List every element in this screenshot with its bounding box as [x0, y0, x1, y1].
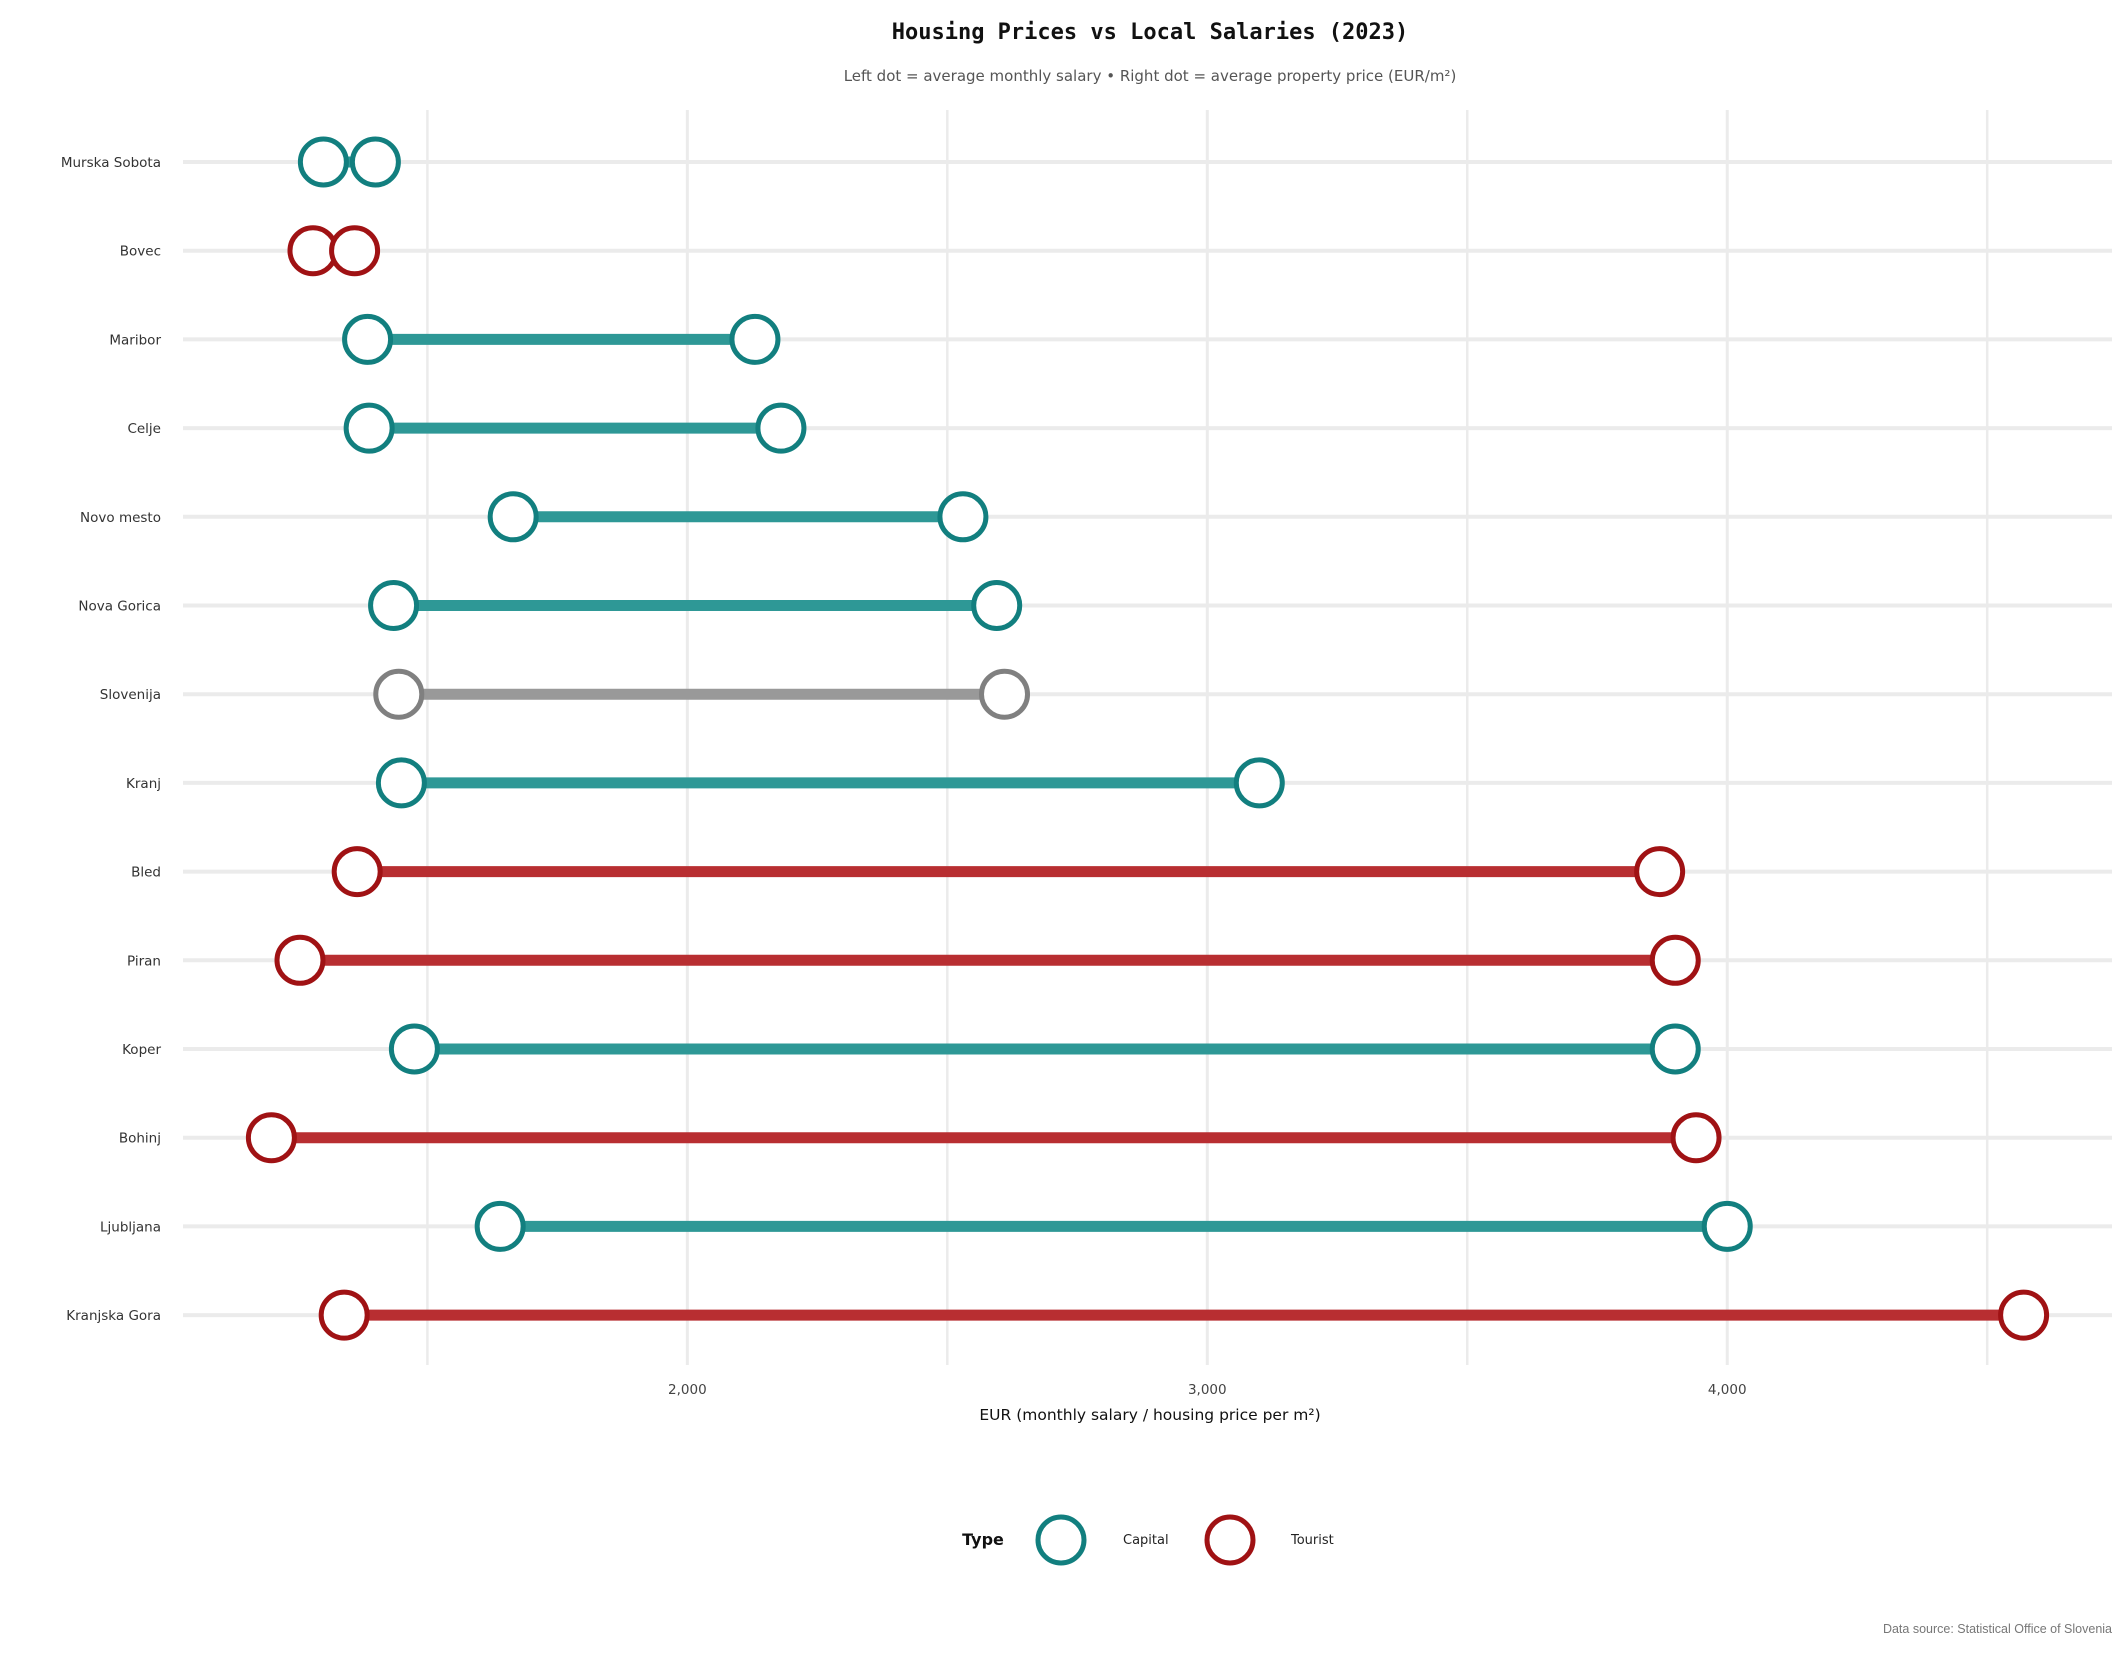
legend-title: Type: [962, 1530, 1004, 1549]
x-tick-label: 2,000: [668, 1382, 707, 1398]
dumbbell-kranjska-gora: [318, 1289, 2050, 1341]
price-point: [937, 491, 989, 543]
salary-point: [245, 1112, 297, 1164]
data-layer: [245, 136, 2050, 1341]
price-point: [979, 668, 1031, 720]
price-point: [971, 580, 1023, 631]
dumbbell-slovenija: [373, 668, 1031, 720]
dumbbell-novo-mesto: [487, 491, 989, 543]
dumbbell-piran: [274, 934, 1701, 986]
x-axis-label: EUR (monthly salary / housing price per …: [979, 1406, 1320, 1424]
y-tick-label: Celje: [127, 421, 161, 437]
y-tick-label: Ljubljana: [100, 1219, 161, 1235]
price-point: [1670, 1112, 1722, 1164]
salary-point: [274, 934, 326, 986]
salary-point: [342, 313, 394, 365]
y-tick-label: Novo mesto: [80, 510, 161, 526]
price-point: [1634, 846, 1686, 898]
grid-layer: [183, 110, 2112, 1365]
chart-title: Housing Prices vs Local Salaries (2023): [892, 20, 1409, 45]
y-tick-label: Murska Sobota: [61, 155, 161, 171]
price-point: [1649, 1023, 1701, 1075]
dumbbell-kranj: [375, 757, 1285, 809]
price-point: [1701, 1200, 1753, 1252]
dumbbell-murska-sobota: [297, 136, 401, 188]
legend: Type Capital Tourist: [962, 1514, 1334, 1566]
y-tick-label: Kranjska Gora: [66, 1308, 161, 1324]
y-tick-label: Bled: [131, 865, 161, 881]
price-point: [329, 225, 381, 277]
salary-point: [343, 402, 395, 454]
y-tick-label: Slovenija: [100, 687, 161, 703]
salary-point: [375, 757, 427, 809]
salary-point: [373, 668, 425, 720]
price-point: [1649, 934, 1701, 986]
y-tick-label: Kranj: [126, 776, 161, 792]
legend-key-tourist: [1204, 1514, 1256, 1566]
salary-point: [318, 1289, 370, 1341]
legend-key-capital: [1035, 1514, 1087, 1566]
dumbbell-ljubljana: [474, 1200, 1753, 1252]
legend-label-tourist: Tourist: [1290, 1533, 1334, 1548]
y-tick-label: Piran: [127, 953, 161, 969]
chart-subtitle: Left dot = average monthly salary • Righ…: [844, 67, 1457, 85]
salary-point: [297, 136, 349, 188]
salary-point: [474, 1200, 526, 1252]
salary-point: [368, 580, 420, 631]
dumbbell-maribor: [342, 313, 781, 365]
price-point: [1233, 757, 1285, 809]
y-tick-label: Nova Gorica: [78, 599, 161, 615]
caption: Data source: Statistical Office of Slove…: [1883, 1622, 2112, 1636]
legend-label-capital: Capital: [1123, 1533, 1169, 1548]
x-tick-label: 4,000: [1708, 1382, 1747, 1398]
price-point: [349, 136, 401, 188]
x-tick-label: 3,000: [1188, 1382, 1227, 1398]
dumbbell-koper: [388, 1023, 1701, 1075]
axis-layer: Murska Sobota Bovec Maribor Celje Novo mesto…: [61, 155, 1747, 1398]
salary-point: [388, 1023, 440, 1075]
dumbbell-bovec: [287, 225, 381, 277]
price-point: [755, 402, 807, 454]
dumbbell-bled: [331, 846, 1686, 898]
dumbbell-nova-gorica: [368, 580, 1023, 631]
price-point: [1998, 1289, 2050, 1341]
salary-point: [487, 491, 539, 543]
salary-point: [331, 846, 383, 898]
y-tick-label: Koper: [122, 1042, 161, 1058]
y-tick-label: Bohinj: [119, 1131, 161, 1147]
y-tick-label: Bovec: [120, 244, 161, 260]
dumbbell-bohinj: [245, 1112, 1722, 1164]
price-point: [729, 313, 781, 365]
dumbbell-celje: [343, 402, 807, 454]
y-tick-label: Maribor: [109, 332, 161, 348]
